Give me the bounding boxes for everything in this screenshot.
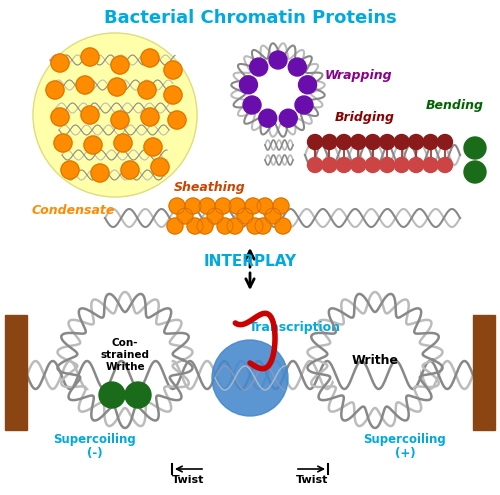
Circle shape <box>464 161 486 183</box>
Text: Con-
strained
Writhe: Con- strained Writhe <box>100 338 150 372</box>
Circle shape <box>269 51 287 69</box>
Circle shape <box>46 81 64 99</box>
Circle shape <box>394 157 409 172</box>
Circle shape <box>81 106 99 124</box>
Circle shape <box>280 109 297 127</box>
Text: Writhe: Writhe <box>352 353 399 366</box>
Text: INTERPLAY: INTERPLAY <box>204 254 296 269</box>
Bar <box>5 315 27 430</box>
Circle shape <box>380 135 394 149</box>
Circle shape <box>336 135 351 149</box>
Circle shape <box>227 218 243 234</box>
Circle shape <box>250 58 268 76</box>
Circle shape <box>351 135 366 149</box>
Circle shape <box>243 96 261 114</box>
Circle shape <box>212 340 288 416</box>
Circle shape <box>108 78 126 96</box>
Circle shape <box>366 157 380 172</box>
Circle shape <box>199 198 215 214</box>
Circle shape <box>336 157 351 172</box>
Circle shape <box>423 135 438 149</box>
Circle shape <box>125 382 151 408</box>
Circle shape <box>164 61 182 79</box>
Circle shape <box>141 108 159 126</box>
Circle shape <box>258 109 276 127</box>
Circle shape <box>295 96 313 114</box>
Circle shape <box>240 76 258 94</box>
Text: Transcription: Transcription <box>249 321 341 335</box>
Polygon shape <box>79 314 171 406</box>
Circle shape <box>298 76 316 94</box>
Text: Twist: Twist <box>296 475 328 485</box>
Circle shape <box>111 56 129 74</box>
Circle shape <box>408 157 424 172</box>
Text: Bending: Bending <box>426 99 484 111</box>
Text: Twist: Twist <box>172 475 204 485</box>
Circle shape <box>322 157 337 172</box>
Circle shape <box>138 81 156 99</box>
Circle shape <box>91 164 109 182</box>
Circle shape <box>245 198 261 214</box>
Text: Supercoiling
(+): Supercoiling (+) <box>364 434 446 460</box>
Circle shape <box>61 161 79 179</box>
Circle shape <box>215 198 231 214</box>
Circle shape <box>394 135 409 149</box>
Circle shape <box>84 136 102 154</box>
Circle shape <box>351 157 366 172</box>
Circle shape <box>81 48 99 66</box>
Circle shape <box>237 208 253 224</box>
Circle shape <box>144 138 162 156</box>
Text: Bridging: Bridging <box>335 111 395 125</box>
Circle shape <box>197 218 213 234</box>
Circle shape <box>366 135 380 149</box>
Circle shape <box>380 157 394 172</box>
Circle shape <box>54 134 72 152</box>
Text: Condensate: Condensate <box>32 203 116 216</box>
Polygon shape <box>247 59 309 121</box>
Circle shape <box>51 108 69 126</box>
Circle shape <box>408 135 424 149</box>
Circle shape <box>185 198 201 214</box>
Text: Sheathing: Sheathing <box>174 182 246 195</box>
Circle shape <box>33 33 197 197</box>
Circle shape <box>51 54 69 72</box>
Circle shape <box>255 218 271 234</box>
Circle shape <box>76 76 94 94</box>
Text: Supercoiling
(-): Supercoiling (-) <box>54 434 136 460</box>
Circle shape <box>177 208 193 224</box>
Circle shape <box>438 157 452 172</box>
Circle shape <box>168 111 186 129</box>
Circle shape <box>423 157 438 172</box>
Circle shape <box>167 218 183 234</box>
Circle shape <box>265 208 281 224</box>
Circle shape <box>169 198 185 214</box>
Polygon shape <box>329 314 421 406</box>
Circle shape <box>308 135 322 149</box>
Circle shape <box>187 218 203 234</box>
Circle shape <box>217 218 233 234</box>
Circle shape <box>141 49 159 67</box>
Circle shape <box>207 208 223 224</box>
Circle shape <box>257 198 273 214</box>
Circle shape <box>275 218 291 234</box>
Circle shape <box>164 86 182 104</box>
Circle shape <box>438 135 452 149</box>
Circle shape <box>247 218 263 234</box>
Circle shape <box>464 137 486 159</box>
Text: Wrapping: Wrapping <box>325 68 392 82</box>
Circle shape <box>273 198 289 214</box>
Circle shape <box>111 111 129 129</box>
Circle shape <box>288 58 306 76</box>
Circle shape <box>151 158 169 176</box>
Circle shape <box>308 157 322 172</box>
Bar <box>473 315 495 430</box>
Circle shape <box>121 161 139 179</box>
Circle shape <box>99 382 125 408</box>
Circle shape <box>322 135 337 149</box>
Text: Bacterial Chromatin Proteins: Bacterial Chromatin Proteins <box>104 9 397 27</box>
Circle shape <box>229 198 245 214</box>
Circle shape <box>114 134 132 152</box>
